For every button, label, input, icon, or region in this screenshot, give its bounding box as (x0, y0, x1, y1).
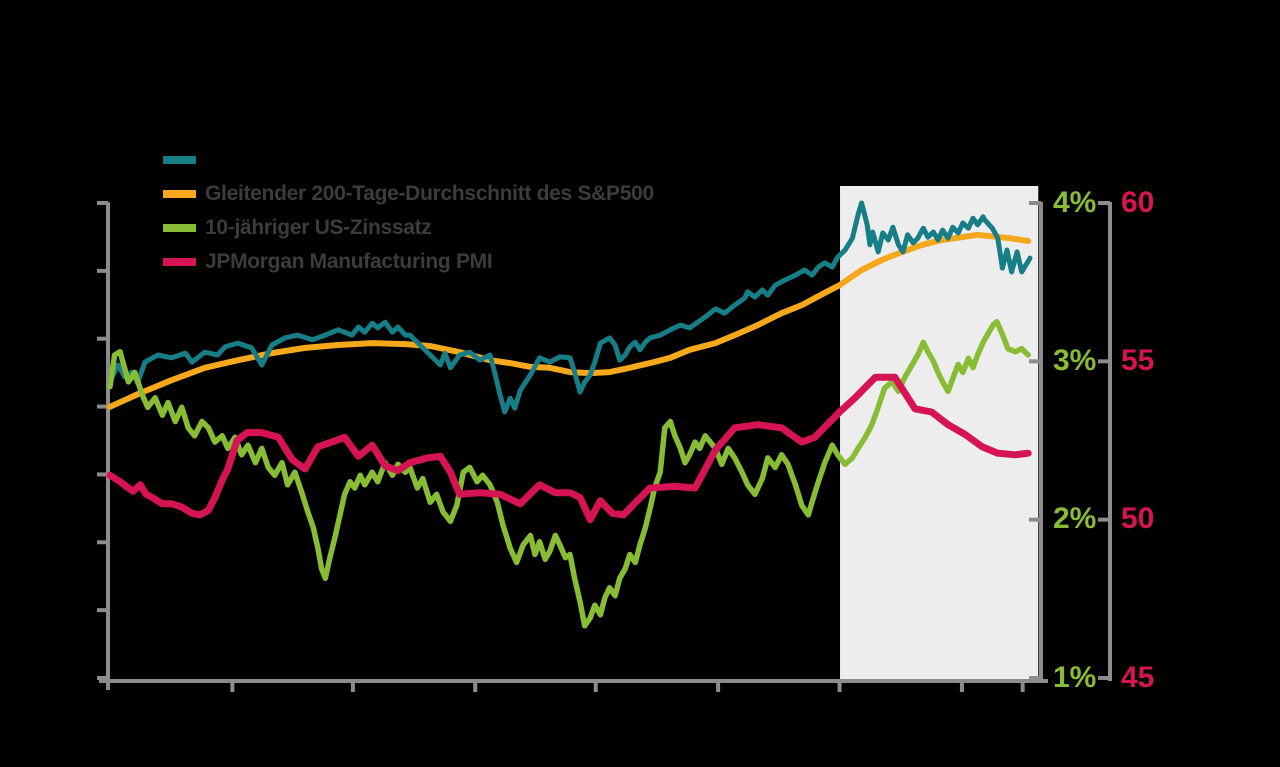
pmi-line (106, 373, 1032, 524)
sp500-ma200-line (107, 231, 1032, 410)
us10y-swatch-icon (163, 223, 196, 232)
sp500-swatch-icon (163, 155, 196, 164)
pmi-axis-tick-45: 45 (1121, 661, 1155, 694)
percent-axis-tick-4: 4% (1053, 186, 1097, 219)
legend-label-pmi: JPMorgan Manufacturing PMI (205, 249, 493, 273)
percent-axis-tick-2: 2% (1053, 502, 1097, 535)
ma200-swatch-icon (163, 189, 196, 198)
pmi-axis-tick-60: 60 (1121, 186, 1155, 219)
highlight-region (840, 186, 1039, 681)
pmi-axis-tick-50: 50 (1121, 502, 1155, 535)
legend: Gleitender 200-Tage-Durchschnitt des S&P… (163, 148, 654, 284)
legend-label-us10y: 10-jähriger US-Zinssatz (205, 215, 432, 239)
pmi-swatch-icon (163, 257, 196, 266)
legend-label-ma200: Gleitender 200-Tage-Durchschnitt des S&P… (205, 181, 654, 205)
sp500-line (107, 200, 1033, 415)
legend-item-ma200: Gleitender 200-Tage-Durchschnitt des S&P… (163, 182, 654, 205)
pmi-axis-tick-55: 55 (1121, 344, 1155, 377)
percent-axis-tick-3: 3% (1053, 344, 1097, 377)
us10y-line (107, 319, 1031, 629)
legend-item-us10y: 10-jähriger US-Zinssatz (163, 216, 654, 239)
legend-item-pmi: JPMorgan Manufacturing PMI (163, 250, 654, 273)
percent-axis-tick-1: 1% (1053, 661, 1097, 694)
legend-item-sp500 (163, 148, 654, 171)
